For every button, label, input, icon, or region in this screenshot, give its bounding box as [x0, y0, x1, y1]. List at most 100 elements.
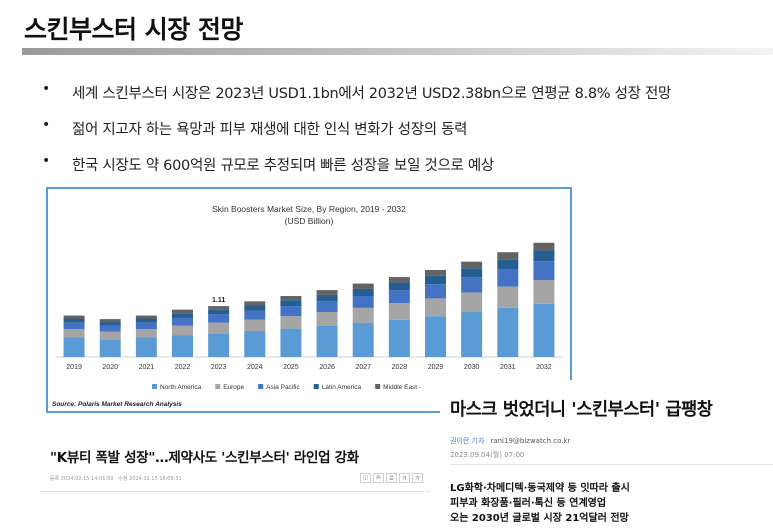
bar-segment — [99, 319, 121, 323]
bar-segment — [135, 318, 157, 323]
bar-segment — [352, 307, 374, 323]
article-right-card: 마스크 벗었더니 '스킨부스터' 급팽창 권이란 기자 rani19@bizwat… — [440, 380, 773, 532]
bar-segment — [63, 329, 85, 338]
bar-segment — [533, 280, 555, 304]
bar-segment — [63, 318, 85, 323]
email-icon[interactable]: ✉ — [373, 473, 384, 483]
bar-segment — [172, 325, 193, 336]
chart-source: Source: Polaris Market Research Analysis — [52, 401, 182, 408]
bar-segment — [99, 339, 121, 357]
bar-segment — [497, 252, 519, 260]
legend-swatch — [375, 384, 381, 389]
bullet-item: 젊어 지고자 하는 욕망과 피부 재생에 대한 인식 변화가 성장의 동력 — [42, 117, 671, 154]
bar-segment — [388, 303, 410, 320]
bar-segment — [425, 284, 446, 299]
bar-segment — [388, 319, 410, 357]
bar-segment — [135, 337, 157, 357]
x-tick-label: 2029 — [428, 364, 444, 371]
bar-segment — [280, 316, 302, 329]
bar-segment — [63, 315, 85, 319]
article-right-headline[interactable]: 마스크 벗었더니 '스킨부스터' 급팽창 — [450, 400, 713, 420]
font-size-up-button[interactable]: 가 — [399, 473, 410, 483]
bar-segment — [208, 322, 230, 334]
article-right-subheads: LG화학·차메디텍·동국제약 등 잇따라 출시 피부과 화장품·필러·톡신 등 … — [450, 481, 630, 526]
bar-segment — [388, 277, 410, 283]
x-tick-label: 2032 — [536, 364, 552, 371]
legend-label: Latin America — [322, 384, 362, 391]
bar-segment — [497, 286, 519, 308]
bar-segment — [352, 283, 374, 289]
bar-segment — [316, 290, 338, 295]
bar-segment — [244, 319, 266, 331]
data-label: 1.11 — [212, 297, 225, 304]
article-left-divider — [40, 491, 430, 492]
bullet-item: 세계 스킨부스터 시장은 2023년 USD1.1bn에서 2032년 USD2… — [42, 81, 671, 118]
article-right-date: 2023.09.04(월) 07:00 — [450, 451, 525, 459]
bullet-list: 세계 스킨부스터 시장은 2023년 USD1.1bn에서 2032년 USD2… — [42, 81, 671, 190]
x-tick-label: 2027 — [355, 364, 371, 371]
bar-segment — [244, 305, 266, 311]
x-tick-label: 2026 — [319, 364, 335, 371]
bar-segment — [208, 306, 230, 310]
legend-label: North America — [160, 384, 202, 391]
bar-segment — [280, 306, 302, 317]
bar-segment — [99, 322, 121, 326]
bar-segment — [352, 296, 374, 308]
article-left-meta: 등록 2024.02.15 14:01:00 · 수정 2024.02.15 1… — [50, 476, 182, 482]
bar-segment — [352, 288, 374, 297]
reporter-name[interactable]: 권이란 기자 — [450, 437, 485, 445]
legend-swatch — [258, 384, 264, 389]
bar-segment — [388, 282, 410, 291]
legend-label: Middle East - — [383, 384, 421, 391]
bar-segment — [135, 329, 157, 338]
market-size-chart: 2019 2020 2021 2022 2023 1.11 2024 2025 2026 2027… — [46, 187, 572, 413]
bar-segment — [244, 310, 266, 320]
bar-segment — [172, 313, 193, 318]
bar-segment — [244, 301, 266, 306]
bar-segment — [425, 298, 446, 317]
bullet-item: 한국 시장도 약 600억원 규모로 추정되며 빠른 성장을 보일 것으로 예상 — [42, 153, 671, 190]
legend-swatch — [215, 384, 221, 389]
legend-swatch — [152, 384, 157, 389]
x-tick-label: 2020 — [102, 364, 118, 371]
bar-segment — [497, 269, 519, 287]
share-icon[interactable]: ◫ — [360, 473, 371, 483]
chart-subtitle: (USD Billion) — [284, 216, 334, 226]
bar-segment — [135, 315, 157, 319]
chart-title: Skin Boosters Market Size, By Region, 20… — [212, 204, 406, 214]
x-tick-label: 2021 — [139, 364, 155, 371]
title-underline-bar — [22, 48, 773, 55]
bar-segment — [316, 294, 338, 302]
article-right-divider — [450, 464, 773, 465]
article-left-headline[interactable]: "K뷰티 폭발 성장"…제약사도 '스킨부스터' 라인업 강화 — [50, 450, 359, 466]
subhead-line: LG화학·차메디텍·동국제약 등 잇따라 출시 — [450, 483, 630, 494]
x-tick-label: 2031 — [500, 364, 516, 371]
bar-segment — [316, 301, 338, 313]
bar-segment — [208, 333, 230, 357]
bar-segment — [352, 322, 374, 357]
bar-segment — [497, 307, 519, 357]
bar-segment — [497, 259, 519, 270]
bar-segment — [63, 322, 85, 330]
bar-segment — [461, 268, 483, 278]
slide-title: 스킨부스터 시장 전망 — [24, 15, 243, 44]
bar-segment — [533, 261, 555, 281]
print-icon[interactable]: ⎙ — [386, 473, 397, 483]
subhead-line: 오는 2030년 글로벌 시장 21억달러 전망 — [450, 513, 629, 524]
x-tick-label: 2025 — [283, 364, 299, 371]
legend-label: Asia Pacific — [266, 384, 300, 391]
bar-segment — [461, 312, 483, 357]
bar-segment — [172, 335, 193, 357]
bar-segment — [533, 303, 555, 357]
bar-segment — [99, 325, 121, 332]
bar-segment — [208, 314, 230, 323]
x-tick-label: 2024 — [247, 364, 263, 371]
font-size-down-button[interactable]: 가 — [412, 473, 423, 483]
bar-segment — [99, 331, 121, 340]
article-left-toolbar: ◫ ✉ ⎙ 가 가 — [360, 473, 423, 483]
bar-segment — [461, 292, 483, 313]
legend-swatch — [313, 384, 319, 389]
bar-segment — [244, 330, 266, 357]
bar-segment — [461, 261, 483, 269]
reporter-email[interactable]: rani19@bizwatch.co.kr — [490, 437, 571, 445]
